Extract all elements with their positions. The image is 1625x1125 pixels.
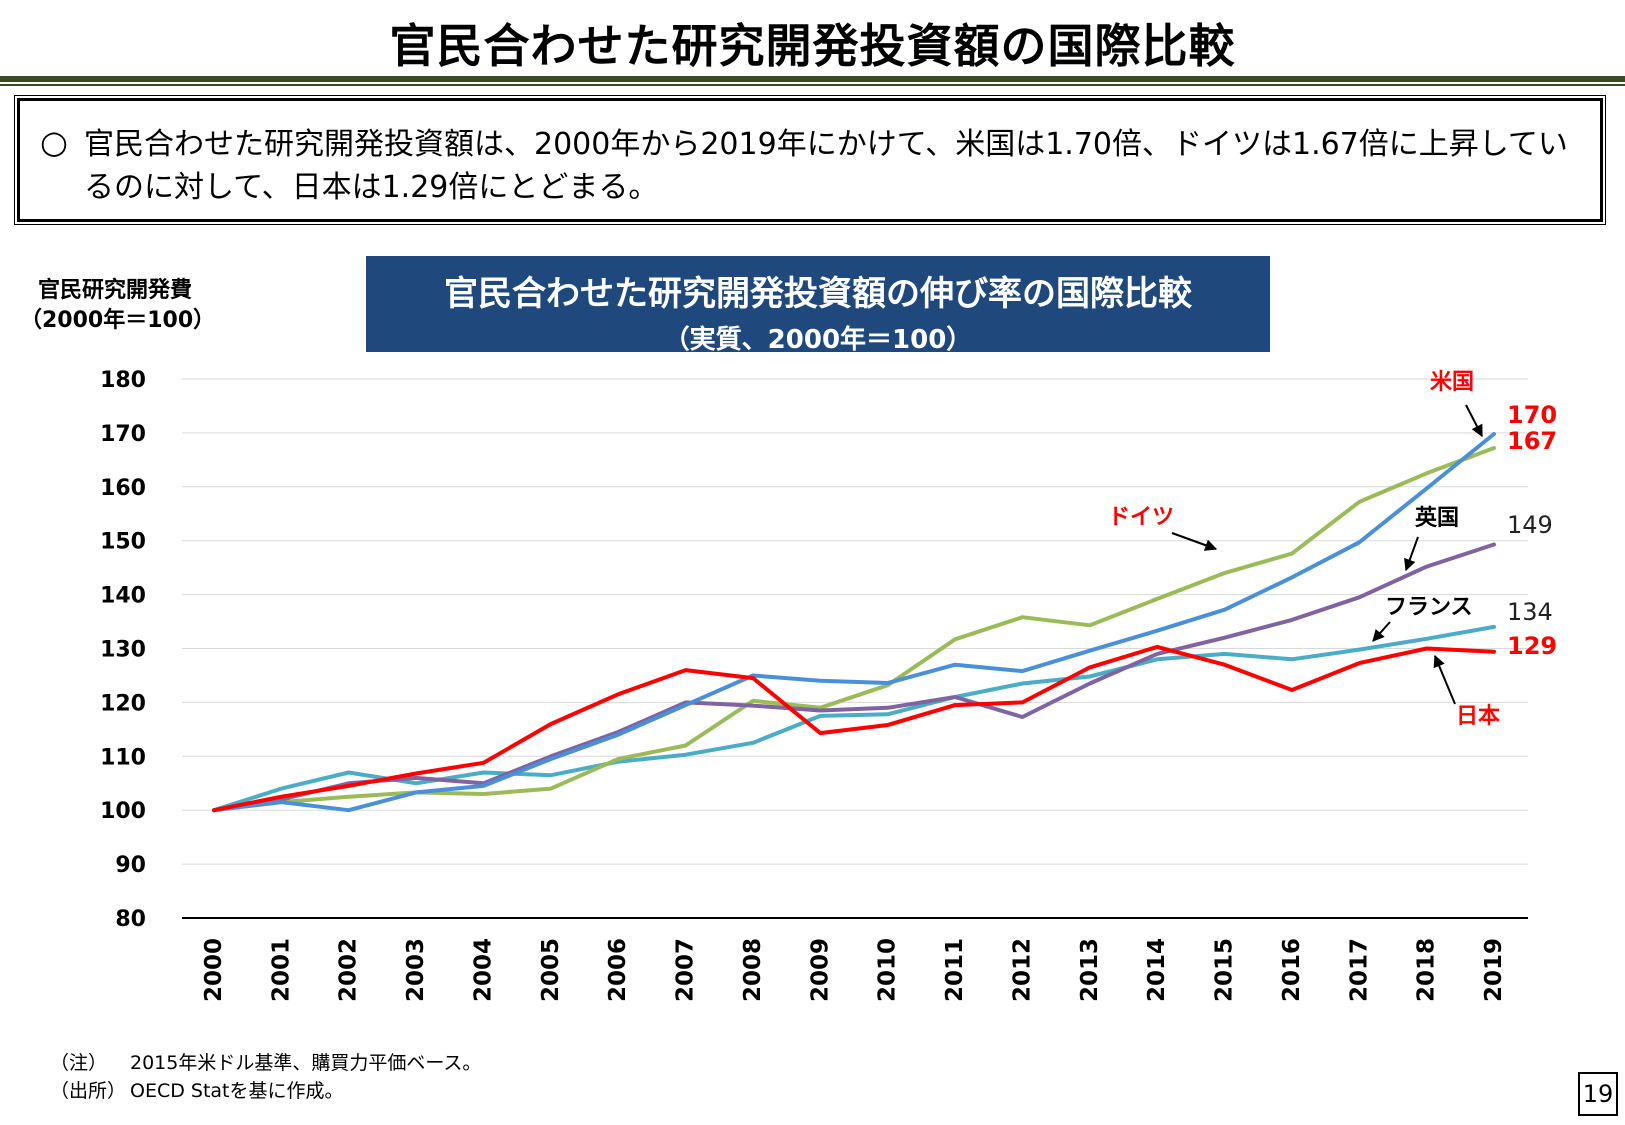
x-tick-label: 2005 [538, 938, 564, 1002]
x-tick-label: 2016 [1279, 938, 1305, 1002]
series-end-label: 129 [1507, 632, 1557, 660]
source-text: OECD Statを基に作成。 [130, 1080, 344, 1102]
x-tick-label: 2015 [1212, 938, 1238, 1002]
x-tick-label: 2017 [1346, 938, 1372, 1002]
x-tick-label: 2019 [1481, 938, 1507, 1002]
chart-title: 官民合わせた研究開発投資額の伸び率の国際比較 [444, 274, 1192, 314]
y-tick-label: 170 [100, 422, 146, 447]
summary-bullet: ○ [40, 123, 68, 161]
x-tick-label: 2001 [268, 938, 294, 1002]
chart-subtitle: （実質、2000年＝100） [663, 325, 973, 355]
x-tick-label: 2008 [740, 938, 766, 1002]
note-label: （注） [50, 1052, 108, 1074]
y-tick-label: 180 [100, 368, 146, 393]
summary-box: ○ 官民合わせた研究開発投資額は、2000年から2019年にかけて、米国は1.7… [14, 95, 1606, 225]
x-tick-label: 2009 [807, 938, 833, 1002]
x-tick-label: 2014 [1144, 938, 1170, 1002]
line-chart: 80 90 100 110 120 130 140 150 160 170 180 2000 2001 2… [100, 368, 1557, 1002]
series-callout-label: ドイツ [1108, 505, 1174, 530]
series-line [212, 432, 1496, 813]
title-rule [0, 76, 1625, 82]
series-callout-label: フランス [1385, 595, 1473, 620]
x-tick-label: 2018 [1414, 938, 1440, 1002]
y-tick-label: 160 [100, 476, 146, 501]
series-end-label: 149 [1507, 511, 1553, 539]
series-end-label: 170 [1507, 401, 1557, 429]
series-callout-label: 米国 [1430, 370, 1474, 395]
y-tick-label: 150 [100, 530, 146, 555]
page-title: 官民合わせた研究開発投資額の国際比較 [389, 19, 1236, 73]
callout-arrow [1465, 404, 1483, 438]
callout-arrow [1171, 532, 1218, 551]
series-end-label: 134 [1507, 598, 1553, 626]
y-axis-unit: 官民研究開発費 （2000年＝100） [20, 276, 216, 336]
series-end-label: 167 [1507, 427, 1557, 455]
series-line [212, 624, 1496, 813]
y-tick-label: 80 [115, 907, 146, 932]
callout-arrow [1433, 654, 1456, 705]
series-line [212, 542, 1496, 813]
x-tick-label: 2010 [875, 938, 901, 1002]
x-tick-label: 2003 [403, 938, 429, 1002]
x-tick-label: 2012 [1009, 938, 1035, 1002]
y-tick-label: 110 [100, 745, 146, 770]
y-tick-label: 130 [100, 638, 146, 663]
x-tick-label: 2006 [605, 938, 631, 1002]
x-tick-label: 2002 [336, 938, 362, 1002]
series-callout-label: 英国 [1415, 506, 1459, 531]
note-text: 2015年米ドル基準、購買力平価ベース。 [130, 1052, 482, 1074]
page-number: 19 [1578, 1072, 1618, 1116]
x-tick-label: 2013 [1077, 938, 1103, 1002]
series-callout-label: 日本 [1456, 704, 1500, 729]
summary-text: 官民合わせた研究開発投資額は、2000年から2019年にかけて、米国は1.70倍… [84, 127, 1568, 205]
callout-arrow [1372, 621, 1391, 642]
y-tick-label: 120 [100, 691, 146, 716]
chart-source: （出所） OECD Statを基に作成。 [50, 1076, 344, 1103]
x-tick-label: 2007 [673, 938, 699, 1002]
callout-arrow [1404, 536, 1419, 572]
x-tick-label: 2000 [201, 938, 227, 1002]
y-tick-label: 90 [115, 853, 146, 878]
y-tick-label: 100 [100, 799, 146, 824]
series-line [212, 644, 1496, 813]
y-tick-label: 140 [100, 584, 146, 609]
source-label: （出所） [50, 1080, 127, 1102]
y-axis-unit-line1: 官民研究開発費 [37, 278, 192, 303]
x-tick-label: 2004 [470, 938, 496, 1002]
chart-title-banner: 官民合わせた研究開発投資額の伸び率の国際比較 （実質、2000年＝100） [366, 256, 1270, 355]
y-axis-unit-line2: （2000年＝100） [20, 308, 216, 333]
chart-note: （注） 2015年米ドル基準、購買力平価ベース。 [50, 1048, 481, 1075]
x-tick-label: 2011 [942, 938, 968, 1002]
title-rule-thin [0, 84, 1625, 86]
